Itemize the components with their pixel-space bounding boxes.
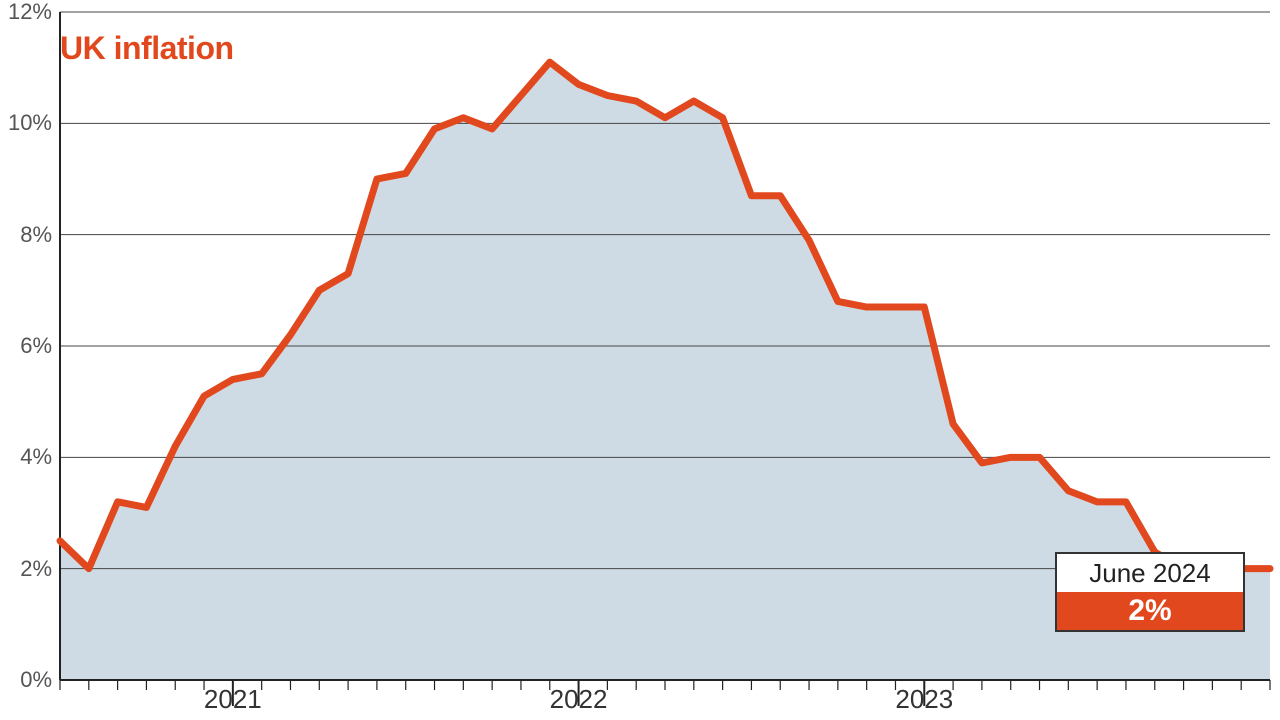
inflation-chart: UK inflation 0% 2% 4% 6% 8% 10% 12% 2021 2022 20… [0,0,1280,720]
y-tick-label: 10% [0,110,52,136]
y-tick-label: 0% [0,667,52,693]
x-tick-label: 2021 [204,684,262,715]
x-tick-label: 2022 [550,684,608,715]
x-tick-label: 2023 [895,684,953,715]
y-tick-label: 4% [0,444,52,470]
y-tick-label: 8% [0,222,52,248]
y-tick-label: 6% [0,333,52,359]
callout-date: June 2024 [1057,554,1243,592]
y-tick-label: 12% [0,0,52,25]
value-callout: June 2024 2% [1055,552,1245,632]
callout-value: 2% [1057,592,1243,630]
y-tick-label: 2% [0,556,52,582]
chart-title: UK inflation [60,30,234,67]
